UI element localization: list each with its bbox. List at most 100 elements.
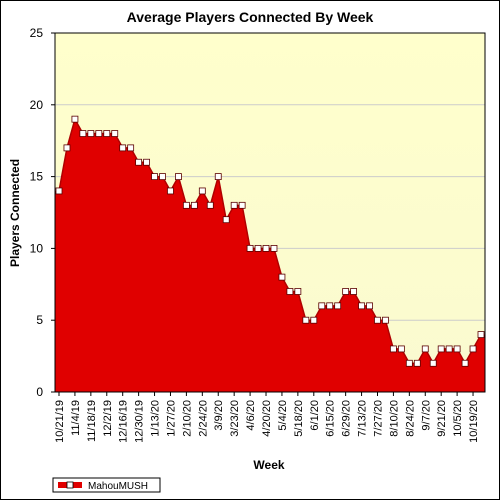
data-point [230,201,238,209]
x-tick-label: 6/29/20 [341,400,353,437]
data-point [95,130,103,137]
data-point [270,244,278,252]
y-tick-label: 10 [30,241,44,255]
data-point [55,187,63,195]
data-point [119,144,127,152]
data-point [127,144,135,152]
data-point [318,302,326,310]
data-point [135,158,143,166]
y-axis-label: Players Connected [8,159,22,267]
y-tick-label: 20 [30,98,44,112]
x-tick-label: 3/9/20 [213,400,225,431]
x-tick-label: 1/13/20 [150,400,162,437]
x-tick-label: 9/7/20 [420,400,432,431]
x-axis-label: Week [253,458,284,472]
series-markers [55,115,485,367]
x-tick-label: 6/1/20 [309,400,321,431]
data-point [254,244,262,252]
data-point [445,345,453,353]
data-point [111,130,119,137]
data-point [71,115,79,123]
x-axis-ticks: 10/21/19 11/4/19 11/18/19 12/2/19 12/16/19 12… [54,392,480,443]
y-axis-ticks: 0 5 10 15 20 25 [30,26,55,399]
data-point [143,158,150,166]
x-tick-label: 2/24/20 [197,400,209,437]
x-tick-label: 4/6/20 [245,400,257,431]
x-tick-label: 10/21/19 [54,400,66,443]
data-point [366,302,373,310]
x-tick-label: 10/5/20 [452,400,464,437]
data-point [461,359,469,367]
x-tick-label: 12/2/19 [102,400,114,437]
x-tick-label: 11/18/19 [86,400,98,442]
data-point [278,273,286,281]
data-point [310,316,318,324]
data-point [382,316,389,324]
data-point [182,201,190,209]
x-tick-label: 7/13/20 [357,400,369,437]
x-tick-label: 3/23/20 [229,400,241,437]
y-tick-label: 25 [30,26,44,40]
data-point [469,345,477,353]
plot-border [54,32,486,393]
data-point [103,130,111,137]
data-point [190,201,198,209]
data-point [286,288,294,295]
data-point [63,144,71,152]
legend: MahouMUSH [52,477,161,493]
data-point [151,173,158,181]
x-tick-label: 7/27/20 [372,400,384,437]
legend-marker [66,481,74,489]
data-point [453,345,461,353]
x-tick-label: 9/21/20 [436,400,448,437]
x-tick-label: 12/16/19 [118,400,130,443]
series-area [55,119,485,392]
y-tick-label: 0 [36,385,43,399]
x-tick-label: 11/4/19 [70,400,82,436]
data-point [246,244,254,252]
x-tick-label: 10/19/20 [468,400,480,443]
data-point [206,201,214,209]
x-tick-label: 5/4/20 [277,400,289,431]
data-point [326,302,334,310]
data-point [374,316,381,324]
x-tick-label: 2/10/20 [181,400,193,437]
data-point [342,288,350,295]
x-tick-label: 8/24/20 [404,400,416,437]
data-point [397,345,405,353]
data-point [429,359,437,367]
chart-title: Average Players Connected By Week [127,9,374,25]
x-tick-label: 4/20/20 [261,400,273,437]
data-point [390,345,397,353]
data-point [334,302,342,310]
data-point [358,302,365,310]
x-tick-label: 12/30/19 [134,400,146,443]
data-point [79,130,87,137]
data-point [421,345,429,353]
data-point [477,331,485,338]
data-point [405,359,413,367]
data-point [159,173,166,181]
legend-label: MahouMUSH [88,481,148,492]
data-point [238,201,246,209]
data-point [214,173,222,181]
data-point [198,187,206,195]
data-point [87,130,95,137]
data-point [167,187,174,195]
x-tick-label: 1/27/20 [165,400,177,437]
data-point [413,359,421,367]
data-point [222,216,230,224]
x-tick-label: 5/18/20 [293,400,305,437]
y-tick-label: 15 [30,170,44,184]
data-point [262,244,270,252]
data-point [437,345,445,353]
data-point [175,173,182,181]
y-tick-label: 5 [36,313,43,327]
legend-box [52,477,161,493]
data-point [350,288,358,295]
data-point [302,316,310,324]
x-tick-label: 8/10/20 [388,400,400,437]
data-point [294,288,302,295]
x-tick-label: 6/15/20 [325,400,337,437]
